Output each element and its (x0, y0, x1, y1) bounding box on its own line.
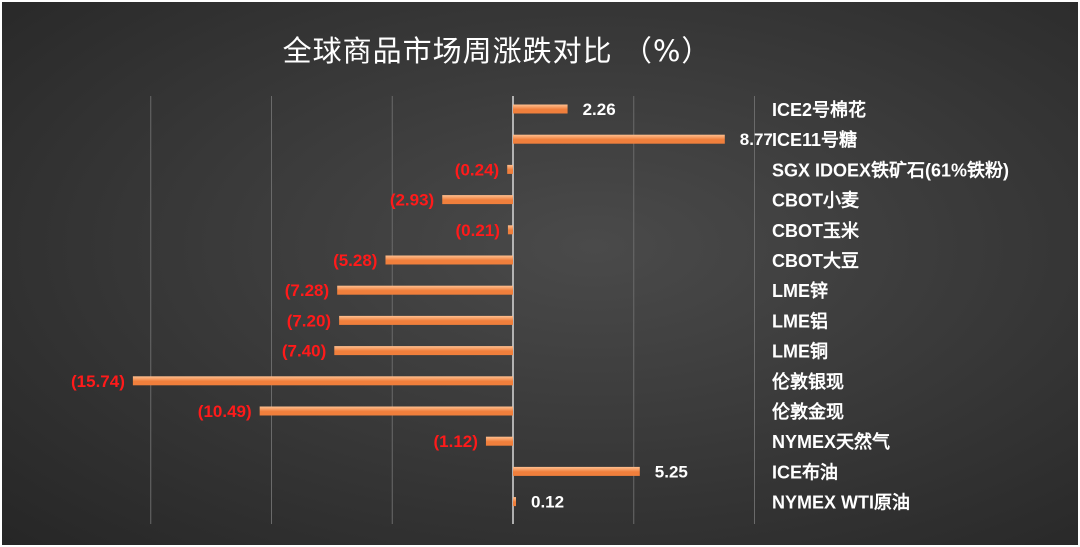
bar (513, 134, 725, 144)
bar (513, 497, 516, 507)
data-label: (10.49) (198, 402, 252, 421)
bar (507, 225, 513, 235)
data-label: (5.28) (333, 251, 377, 270)
bar (513, 104, 568, 114)
bar (337, 285, 513, 295)
bar (334, 346, 513, 356)
bar (507, 164, 513, 174)
data-label: (7.28) (285, 281, 329, 300)
bar (385, 255, 513, 265)
data-label: (15.74) (71, 372, 125, 391)
data-label: 8.77 (740, 130, 773, 149)
category-label: ICE2号棉花 (772, 99, 866, 120)
category-label: CBOT小麦 (772, 190, 860, 211)
category-label: ICE布油 (772, 461, 838, 482)
category-label: ICE11号糖 (772, 129, 857, 150)
bar (485, 436, 513, 446)
data-label: (2.93) (390, 191, 434, 210)
data-label: (0.21) (456, 221, 500, 240)
data-label: (1.12) (434, 432, 478, 451)
chart-title: 全球商品市场周涨跌对比 （%） (282, 34, 712, 68)
bar (132, 376, 513, 386)
data-label: (7.20) (287, 311, 331, 330)
category-label: NYMEX天然气 (772, 431, 890, 452)
bar (339, 315, 513, 325)
category-label: 伦敦金现 (772, 401, 844, 422)
category-label: SGX IDOEX铁矿石(61%铁粉) (772, 159, 1009, 180)
data-label: 2.26 (583, 100, 616, 119)
bar (513, 466, 640, 476)
data-label: (7.40) (282, 342, 326, 361)
data-label: 5.25 (655, 462, 688, 481)
category-label: LME铝 (772, 310, 828, 331)
category-label: CBOT大豆 (772, 250, 859, 271)
category-label: NYMEX WTI原油 (772, 492, 910, 513)
bar (259, 406, 513, 416)
bar (442, 195, 513, 205)
data-label: 0.12 (531, 493, 564, 512)
category-label: CBOT玉米 (772, 220, 860, 241)
category-label: 伦敦银现 (772, 371, 844, 392)
category-label: LME锌 (772, 280, 828, 301)
category-label: LME铜 (772, 341, 828, 362)
data-label: (0.24) (455, 160, 499, 179)
